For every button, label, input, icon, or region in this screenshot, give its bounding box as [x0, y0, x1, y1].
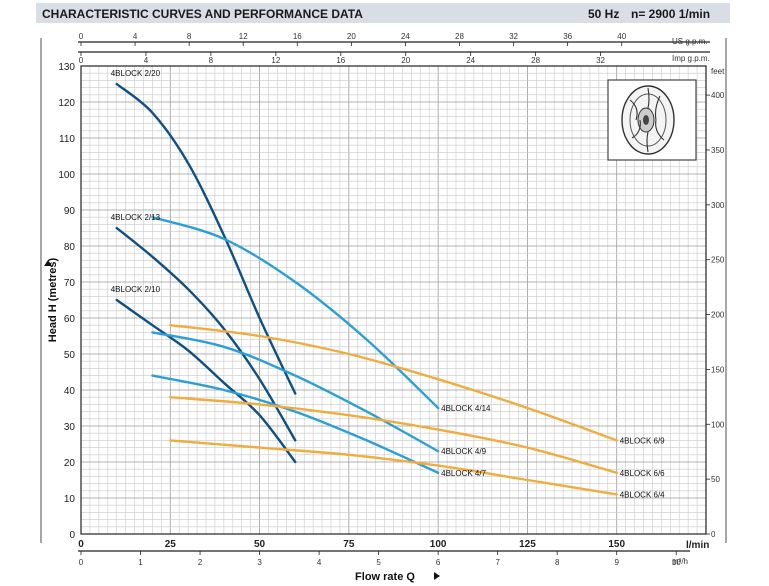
usgpm-tick-label: 8 [187, 32, 192, 41]
series-name-label: 4BLOCK 6/4 [620, 490, 665, 499]
series-line [169, 439, 618, 496]
unit-feet: feet [711, 67, 725, 76]
feet-tick-label: 0 [711, 530, 716, 539]
unit-m3h: m³/h [672, 557, 688, 566]
x-tick-label: 150 [608, 539, 625, 550]
usgpm-tick-label: 12 [239, 32, 248, 41]
y-tick-label: 40 [64, 386, 76, 397]
series-name-label: 4BLOCK 6/9 [620, 436, 665, 445]
m3h-tick-label: 0 [79, 558, 84, 567]
series-name-label: 4BLOCK 6/6 [620, 469, 665, 478]
feet-tick-label: 300 [711, 201, 725, 210]
frequency-label: 50 Hz [588, 7, 619, 21]
feet-tick-label: 150 [711, 365, 725, 374]
m3h-tick-label: 1 [138, 558, 143, 567]
impgpm-tick-label: 24 [466, 56, 475, 65]
feet-tick-label: 250 [711, 256, 725, 265]
y-tick-label: 90 [64, 206, 76, 217]
usgpm-tick-label: 28 [455, 32, 464, 41]
impgpm-tick-label: 32 [596, 56, 605, 65]
feet-tick-label: 100 [711, 420, 725, 429]
series-line [169, 396, 618, 474]
y-axis-arrow-icon [44, 260, 52, 266]
series-line [115, 82, 297, 395]
m3h-tick-label: 9 [614, 558, 619, 567]
usgpm-tick-label: 4 [133, 32, 138, 41]
title-bar [36, 3, 730, 23]
series-name-label: 4BLOCK 4/9 [441, 447, 486, 456]
y-tick-label: 80 [64, 242, 76, 253]
series-name-label: 4BLOCK 4/14 [441, 404, 491, 413]
usgpm-tick-label: 24 [401, 32, 410, 41]
feet-tick-label: 350 [711, 146, 725, 155]
usgpm-tick-label: 36 [563, 32, 572, 41]
usgpm-tick-label: 0 [79, 32, 84, 41]
y-tick-label: 0 [69, 530, 75, 541]
x-tick-label: 50 [254, 539, 266, 550]
feet-tick-label: 200 [711, 311, 725, 320]
chart-curves [115, 82, 618, 496]
m3h-tick-label: 2 [198, 558, 203, 567]
unit-impgpm: Imp g.p.m. [672, 54, 710, 63]
m3h-tick-label: 3 [257, 558, 262, 567]
unit-usgpm: US g.p.m. [672, 37, 708, 46]
speed-label: n= 2900 1/min [631, 7, 710, 21]
feet-tick-label: 50 [711, 475, 720, 484]
x-tick-label: 0 [78, 539, 84, 550]
x-tick-label: 125 [519, 539, 536, 550]
y-tick-label: 20 [64, 458, 76, 469]
impgpm-tick-label: 12 [271, 56, 280, 65]
y-tick-label: 70 [64, 278, 76, 289]
series-labels: 4BLOCK 2/20 4BLOCK 2/13 4BLOCK 2/10 4BLOCK … [111, 69, 665, 499]
series-line [151, 374, 440, 474]
feet-tick-label: 400 [711, 91, 725, 100]
series-name-label: 4BLOCK 4/7 [441, 469, 486, 478]
usgpm-tick-label: 40 [617, 32, 626, 41]
series-line [115, 226, 297, 442]
series-name-label: 4BLOCK 2/20 [111, 69, 161, 78]
y-axis-label: Head H (metres) [47, 257, 59, 342]
x-tick-label: 100 [430, 539, 447, 550]
m3h-tick-label: 7 [495, 558, 500, 567]
usgpm-tick-label: 16 [293, 32, 302, 41]
series-line [151, 331, 440, 453]
impgpm-tick-label: 0 [79, 56, 84, 65]
impgpm-tick-label: 8 [209, 56, 214, 65]
unit-lmin: l/min [686, 540, 709, 551]
usgpm-tick-label: 20 [347, 32, 356, 41]
y-tick-label: 130 [58, 62, 75, 73]
x-axis-label: Flow rate Q [355, 571, 415, 583]
m3h-tick-label: 6 [436, 558, 441, 567]
m3h-tick-label: 10 [672, 558, 681, 567]
m3h-tick-label: 5 [376, 558, 381, 567]
usgpm-tick-label: 32 [509, 32, 518, 41]
series-line [115, 298, 297, 464]
impgpm-tick-label: 28 [531, 56, 540, 65]
impgpm-tick-label: 16 [336, 56, 345, 65]
y-tick-label: 110 [59, 134, 75, 145]
series-name-label: 4BLOCK 2/13 [111, 213, 161, 222]
x-tick-label: 25 [165, 539, 177, 550]
m3h-tick-label: 8 [555, 558, 560, 567]
x-tick-label: 75 [343, 539, 355, 550]
y-tick-label: 120 [58, 98, 75, 109]
x-axis-arrow-icon [434, 572, 440, 580]
series-line [151, 216, 440, 410]
chart-axes [40, 38, 727, 552]
series-line [169, 324, 618, 442]
y-tick-label: 100 [58, 170, 75, 181]
impeller-icon [607, 79, 697, 161]
series-name-label: 4BLOCK 2/10 [111, 285, 161, 294]
y-tick-label: 10 [64, 494, 76, 505]
impgpm-tick-label: 20 [401, 56, 410, 65]
y-tick-label: 60 [64, 314, 76, 325]
chart-title: CHARACTERISTIC CURVES AND PERFORMANCE DA… [42, 7, 363, 21]
y-tick-label: 50 [64, 350, 76, 361]
y-tick-label: 30 [64, 422, 76, 433]
m3h-tick-label: 4 [317, 558, 322, 567]
impgpm-tick-label: 4 [144, 56, 149, 65]
plot-frame [80, 65, 707, 535]
